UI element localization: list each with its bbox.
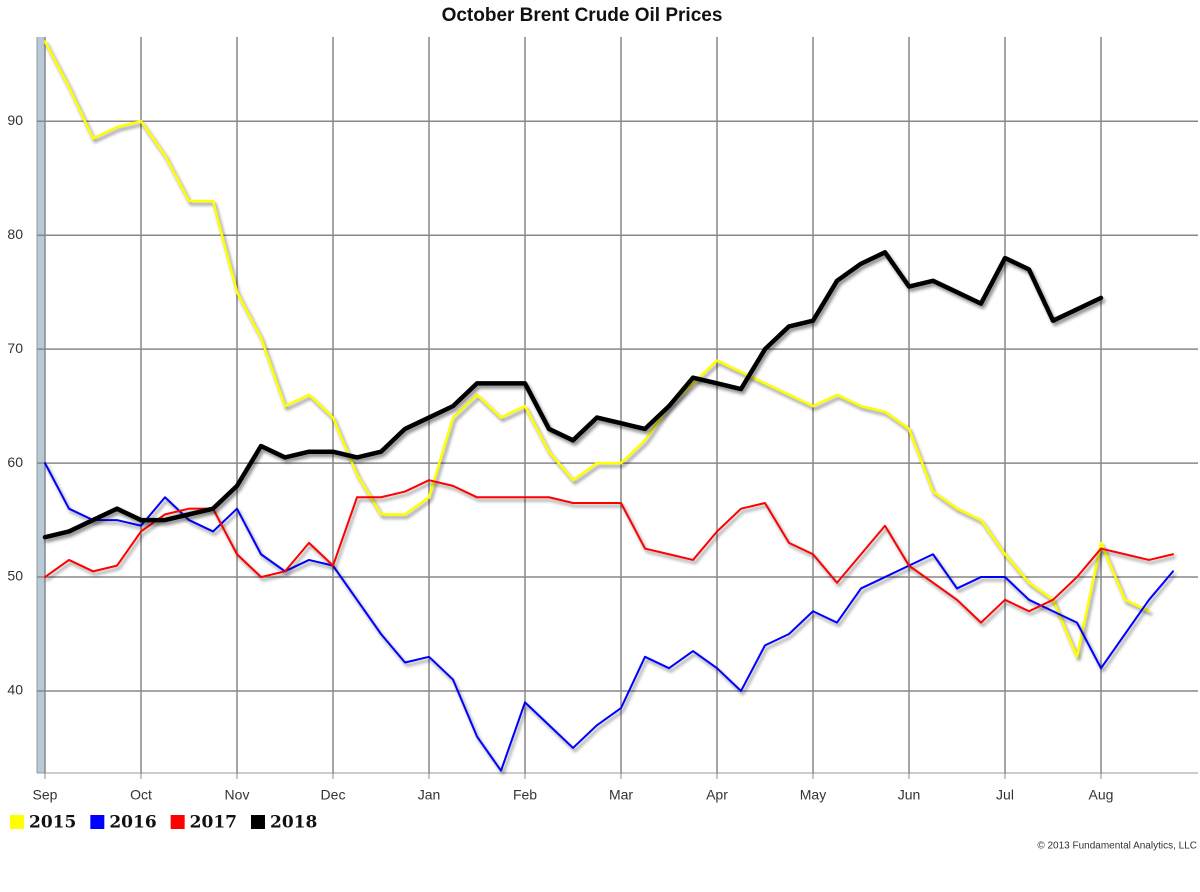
legend-label: 2017 <box>190 813 237 833</box>
legend-swatch <box>250 815 265 829</box>
x-tick-label: Mar <box>609 787 633 803</box>
axis-band <box>37 37 45 773</box>
x-tick-label: Jun <box>898 787 921 803</box>
y-tick-label: 70 <box>7 340 23 356</box>
legend-swatch <box>90 815 105 829</box>
series-line <box>44 479 1174 624</box>
legend-swatch <box>170 815 185 829</box>
x-tick-label: Feb <box>513 787 537 803</box>
legend-label: 2016 <box>109 813 156 833</box>
series-line <box>43 40 1151 659</box>
x-tick-label: Sep <box>33 787 58 803</box>
x-tick-label: May <box>800 787 826 803</box>
y-tick-label: 40 <box>7 682 23 698</box>
credit: © 2013 Fundamental Analytics, LLC <box>1037 841 1197 852</box>
series-line <box>42 250 1104 540</box>
chart-title: October Brent Crude Oil Prices <box>442 5 723 26</box>
y-tick-label: 90 <box>7 112 23 128</box>
x-tick-label: Nov <box>225 787 250 803</box>
x-tick-label: Jul <box>996 787 1014 803</box>
x-tick-label: Apr <box>706 787 728 803</box>
x-tick-label: Oct <box>130 787 152 803</box>
legend-label: 2018 <box>270 813 317 833</box>
y-tick-label: 60 <box>7 454 23 470</box>
y-tick-label: 80 <box>7 226 23 242</box>
x-tick-label: Dec <box>321 787 346 803</box>
legend-label: 2015 <box>29 813 76 833</box>
series-line <box>44 462 1174 772</box>
legend-swatch <box>10 815 24 829</box>
x-tick-label: Aug <box>1089 787 1114 803</box>
x-tick-label: Jan <box>418 787 441 803</box>
y-tick-label: 50 <box>7 568 23 584</box>
